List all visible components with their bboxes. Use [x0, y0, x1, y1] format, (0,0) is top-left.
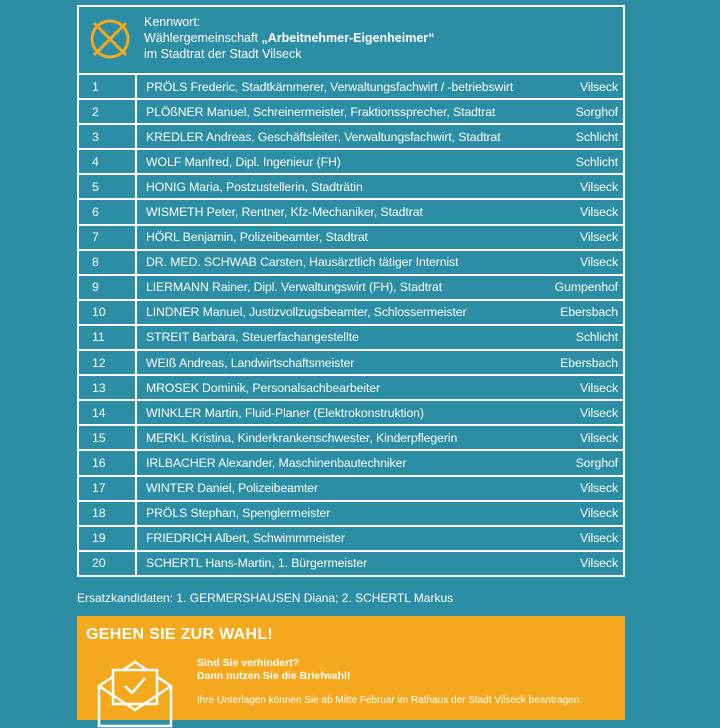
candidate-name: WISMETH Peter, Rentner, Kfz-Mechaniker, … — [146, 205, 423, 220]
candidate-name: LIERMANN Rainer, Dipl. Verwaltungswirt (… — [146, 280, 443, 295]
candidate-row: 14 WINKLER Martin, Fluid-Planer (Elektrok… — [79, 401, 623, 427]
candidate-place: Vilseck — [579, 79, 618, 94]
rank: 17 — [79, 476, 137, 500]
candidate-row: 15 MERKL Kristina, Kinderkrankenschwester… — [79, 426, 623, 452]
substitutes: Ersatzkandidaten: 1. GERMERSHAUSEN Diana… — [77, 591, 454, 605]
banner-line2: Dann nutzen Sie die Briefwahl! — [197, 670, 351, 682]
candidate-row: 18 PRÖLS Stephan, Spenglermeister Vilseck — [79, 501, 623, 527]
header-text: Kennwort: Wählergemeinschaft „Arbeitnehm… — [144, 14, 434, 62]
header-line2: im Stadtrat der Stadt Vilseck — [144, 47, 302, 61]
rank: 4 — [79, 150, 137, 174]
candidate-row: 5 HONIG Maria, Postzustellerin, Stadträti… — [79, 175, 623, 201]
ballot-icon — [90, 19, 130, 59]
candidate-name: STREIT Barbara, Steuerfachangestellte — [146, 330, 359, 345]
rank: 2 — [79, 100, 137, 124]
rank: 14 — [79, 401, 137, 425]
candidate-name: WOLF Manfred, Dipl. Ingenieur (FH) — [146, 154, 341, 169]
header-label: Kennwort: — [144, 15, 201, 29]
rank: 16 — [79, 451, 137, 475]
candidate-place: Ebersbach — [560, 305, 618, 320]
candidate-row: 8 DR. MED. SCHWAB Carsten, Hausärztlich t… — [79, 250, 623, 276]
banner-line1: Sind Sie verhindert? — [197, 657, 300, 669]
candidate-place: Vilseck — [579, 179, 618, 194]
candidate-name: DR. MED. SCHWAB Carsten, Hausärztlich tä… — [146, 255, 459, 270]
candidate-row: 2 PLÖßNER Manuel, Schreinermeister, Frakt… — [79, 100, 623, 126]
candidate-name: PLÖßNER Manuel, Schreinermeister, Frakti… — [146, 104, 496, 119]
rank: 3 — [79, 125, 137, 149]
banner-line3: Ihre Unterlagen können Sie ab Mitte Febr… — [197, 695, 583, 706]
candidate-name: FRIEDRICH Albert, Schwimmmeister — [146, 531, 346, 546]
candidate-row: 13 MROSEK Dominik, Personalsachbearbeiter… — [79, 376, 623, 402]
candidate-row: 20 SCHERTL Hans-Martin, 1. Bürgermeister V… — [79, 551, 623, 575]
rank: 15 — [79, 426, 137, 450]
rank: 5 — [79, 175, 137, 199]
banner-title: GEHEN SIE ZUR WAHL! — [86, 626, 274, 643]
candidate-name: WINTER Daniel, Polizeibeamter — [146, 481, 319, 496]
candidate-place: Ebersbach — [560, 355, 618, 370]
candidate-row: 19 FRIEDRICH Albert, Schwimmmeister Vilsec… — [79, 526, 623, 552]
candidate-name: WEIß Andreas, Landwirtschaftsmeister — [146, 355, 355, 370]
candidate-place: Vilseck — [579, 506, 618, 521]
candidate-name: HONIG Maria, Postzustellerin, Stadträtin — [146, 179, 363, 194]
candidate-place: Sorghof — [575, 455, 618, 470]
candidate-row: 1 PRÖLS Frederic, Stadtkämmerer, Verwaltu… — [79, 75, 623, 101]
candidate-name: SCHERTL Hans-Martin, 1. Bürgermeister — [146, 556, 368, 571]
candidate-name: PRÖLS Frederic, Stadtkämmerer, Verwaltun… — [146, 79, 514, 94]
candidate-row: 17 WINTER Daniel, Polizeibeamter Vilseck — [79, 476, 623, 502]
rank: 18 — [79, 501, 137, 525]
candidate-name: MROSEK Dominik, Personalsachbearbeiter — [146, 380, 381, 395]
rank: 12 — [79, 351, 137, 375]
candidate-place: Schlicht — [575, 154, 618, 169]
candidate-row: 16 IRLBACHER Alexander, Maschinenbautechn… — [79, 451, 623, 477]
candidate-row: 10 LINDNER Manuel, Justizvollzugsbeamter,… — [79, 300, 623, 326]
candidate-name: HÖRL Benjamin, Polizeibeamter, Stadtrat — [146, 230, 368, 245]
candidate-name: WINKLER Martin, Fluid-Planer (Elektrokon… — [146, 405, 424, 420]
rank: 11 — [79, 325, 137, 350]
candidate-place: Vilseck — [579, 205, 618, 220]
rank: 20 — [79, 551, 137, 575]
rank: 1 — [79, 75, 137, 99]
candidate-name: LINDNER Manuel, Justizvollzugsbeamter, S… — [146, 305, 467, 320]
rows: 1 PRÖLS Frederic, Stadtkämmerer, Verwaltu… — [79, 75, 623, 575]
candidate-name: PRÖLS Stephan, Spenglermeister — [146, 506, 331, 521]
candidate-place: Vilseck — [579, 531, 618, 546]
rank: 7 — [79, 225, 137, 249]
rank: 13 — [79, 376, 137, 400]
list-header: Kennwort: Wählergemeinschaft „Arbeitnehm… — [79, 7, 623, 75]
candidate-name: KREDLER Andreas, Geschäftsleiter, Verwal… — [146, 129, 501, 144]
candidate-name: MERKL Kristina, Kinderkrankenschwester, … — [146, 430, 458, 445]
candidate-row: 11 STREIT Barbara, Steuerfachangestellte S… — [79, 325, 623, 352]
header-line: Wählergemeinschaft „Arbeitnehmer-Eigenhe… — [144, 30, 434, 46]
candidate-row: 7 HÖRL Benjamin, Polizeibeamter, Stadtrat… — [79, 225, 623, 251]
candidate-row: 9 LIERMANN Rainer, Dipl. Verwaltungswirt … — [79, 275, 623, 301]
candidate-row: 3 KREDLER Andreas, Geschäftsleiter, Verwa… — [79, 125, 623, 151]
candidate-row: 12 WEIß Andreas, Landwirtschaftsmeister Eb… — [79, 351, 623, 377]
candidate-place: Schlicht — [575, 129, 618, 144]
envelope-icon — [97, 660, 173, 728]
rank: 19 — [79, 526, 137, 550]
candidate-place: Vilseck — [579, 430, 618, 445]
candidate-place: Vilseck — [579, 556, 618, 571]
candidate-row: 4 WOLF Manfred, Dipl. Ingenieur (FH) Schli… — [79, 150, 623, 176]
candidate-name: IRLBACHER Alexander, Maschinenbautechnik… — [146, 455, 407, 470]
candidate-place: Gumpenhof — [554, 280, 618, 295]
banner: GEHEN SIE ZUR WAHL! Sind Sie verhindert?… — [77, 616, 625, 728]
header-line1: Wählergemeinschaft — [144, 31, 258, 45]
header-party: „Arbeitnehmer-Eigenheimer“ — [261, 31, 435, 45]
rank: 10 — [79, 300, 137, 324]
candidate-place: Vilseck — [579, 405, 618, 420]
banner-lead: Sind Sie verhindert? Dann nutzen Sie die… — [197, 657, 350, 683]
rank: 6 — [79, 200, 137, 224]
candidate-place: Sorghof — [575, 104, 618, 119]
candidate-place: Vilseck — [579, 255, 618, 270]
rank: 8 — [79, 250, 137, 274]
candidate-place: Vilseck — [579, 230, 618, 245]
candidate-place: Schlicht — [575, 330, 618, 345]
candidate-list: Kennwort: Wählergemeinschaft „Arbeitnehm… — [77, 5, 625, 577]
candidate-place: Vilseck — [579, 481, 618, 496]
candidate-place: Vilseck — [579, 380, 618, 395]
rank: 9 — [79, 275, 137, 299]
candidate-row: 6 WISMETH Peter, Rentner, Kfz-Mechaniker,… — [79, 200, 623, 226]
